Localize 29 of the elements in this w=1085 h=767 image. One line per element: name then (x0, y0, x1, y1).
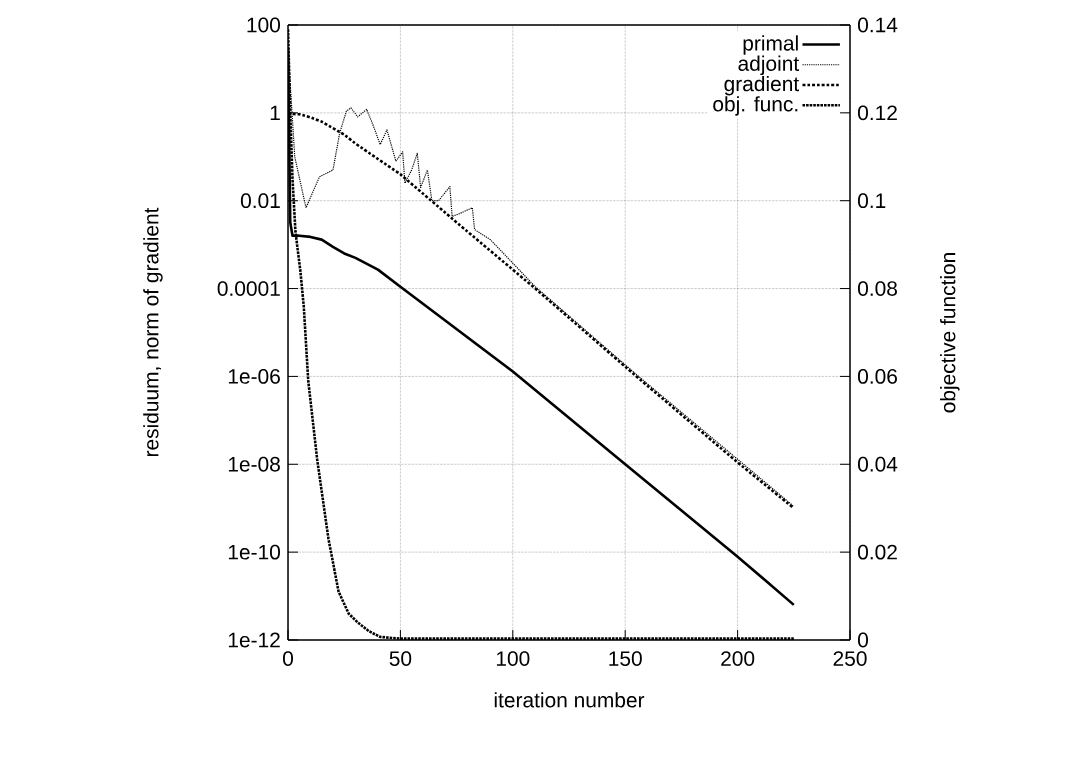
x-tick-label: 200 (721, 651, 755, 666)
x-tick-label: 250 (833, 651, 867, 666)
legend-label: gradient (724, 75, 800, 96)
y2-tick-label: 0.12 (858, 105, 897, 121)
x-axis-title: iteration number (494, 692, 645, 708)
y2-tick-label: 0.04 (858, 456, 898, 472)
y-tick-label: 1e-06 (228, 369, 280, 384)
y-tick-label: 1 (270, 105, 280, 121)
legend-label: adjoint (738, 55, 800, 76)
y-tick-label: 1e-12 (228, 632, 280, 648)
x-tick-label: 50 (389, 651, 412, 666)
y2-tick-label: 0 (858, 632, 868, 648)
y2-tick-label: 0.14 (858, 17, 898, 33)
y2-axis-title: objective function (940, 253, 960, 413)
y2-tick-label: 0.1 (858, 193, 886, 209)
y2-tick-label: 0.02 (858, 544, 897, 560)
y-tick-label: 0.01 (240, 193, 280, 209)
y2-tick-label: 0.08 (858, 281, 897, 296)
x-tick-label: 100 (496, 651, 530, 666)
y-axis-title: residuum, norm of gradient (143, 207, 163, 457)
y-tick-label: 1e-08 (228, 456, 280, 472)
legend-label: obj. func. (713, 96, 798, 116)
y2-tick-label: 0.06 (858, 369, 897, 384)
legend-label: primal (743, 35, 798, 55)
y-tick-label: 1e-10 (228, 544, 280, 560)
x-tick-label: 150 (609, 651, 642, 666)
y-tick-label: 100 (247, 17, 281, 33)
y-tick-label: 0.0001 (217, 281, 280, 296)
x-tick-label: 0 (283, 651, 293, 666)
